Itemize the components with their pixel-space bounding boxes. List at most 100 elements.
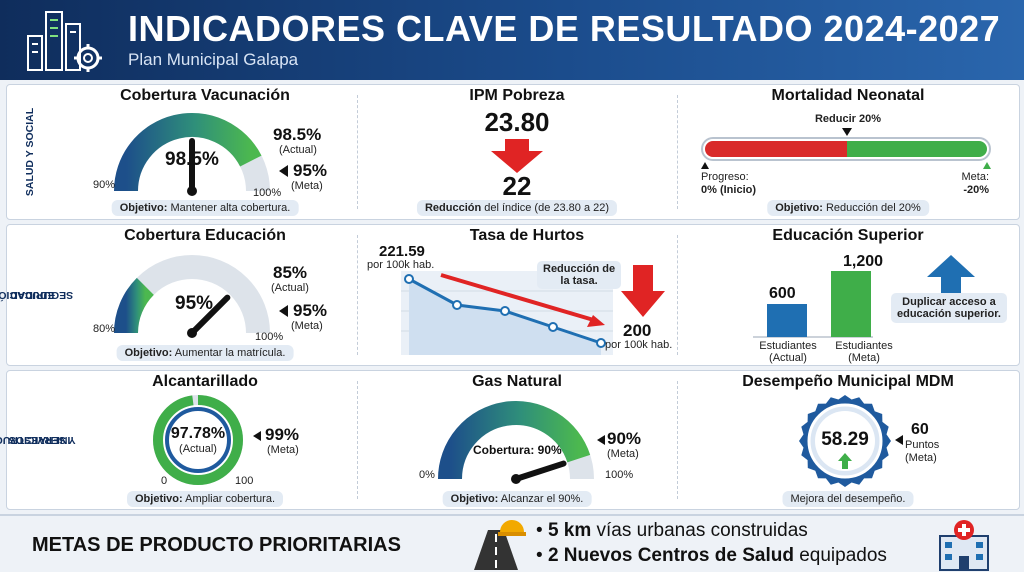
gauge-max-label: 100% [253,187,282,199]
page-subtitle: Plan Municipal Galapa [128,50,299,69]
meta-value: 90% [607,429,642,448]
objective-pill: Objetivo: Reducción del 20% [767,200,929,216]
start-arrow-icon [701,162,709,169]
meta-value: 99% [265,425,300,444]
data-point [404,274,414,284]
panel-title: Gas Natural [472,373,562,390]
objective-pill: Objetivo: Ampliar cobertura. [127,491,283,507]
objective-pill: Objetivo: Aumentar la matrícula. [116,345,294,361]
meta-label: (Meta) [291,180,323,192]
data-point [548,322,558,332]
marker-label: Reducir 20% [814,113,882,125]
pointer-icon [895,435,903,445]
superior-bar-chart [753,271,873,338]
panel-gas-natural: Gas Natural Cobertura: 90% 0% 100% 90% (… [361,371,673,509]
ring-center-label: (Actual) [179,443,217,455]
meta-label: (Meta) [267,444,299,456]
up-arrow-icon [838,453,852,469]
panel-tasa-hurtos: Tasa de Hurtos 221.59 por 100k hab. Redu… [361,225,673,365]
gauge-min-label: 90% [93,179,116,191]
gauge-center-label: Cobertura: 90% [473,443,562,457]
bar-actual-label: Estudiantes (Actual) [759,340,817,364]
header-banner: INDICADORES CLAVE DE RESULTADO 2024-2027… [0,0,1024,80]
panel-cobertura-educacion: Cobertura Educación 95% 80% 100% 85% (Ac… [57,225,353,365]
meta-item-vias: • 5 km vías urbanas construidas [536,520,808,541]
section-label-salud: SALUD Y SOCIAL [24,107,37,197]
actual-label: (Actual) [279,144,317,156]
up-arrow-icon [927,255,975,293]
progress-bar [701,137,991,161]
start-value: 221.59 [379,243,425,260]
data-point [452,300,462,310]
gauge-min-label: 0% [419,469,435,481]
gauge-educacion [114,255,270,338]
meta-item-centros-salud: • 2 Nuevos Centros de Salud equipados [536,545,887,566]
meta-label: Meta: [961,171,989,183]
start-unit: por 100k hab. [367,259,435,271]
progress-fill-green [847,141,987,157]
bottom-banner: METAS DE PRODUCTO PRIORITARIAS • 5 km ví… [0,514,1024,572]
pointer-icon [253,431,261,441]
pointer-icon [279,165,288,177]
down-arrow-icon [491,139,543,173]
pointer-icon [279,305,288,317]
callout-pill: Reducción de la tasa. [537,261,622,289]
panel-title: Mortalidad Neonatal [771,87,925,104]
panel-desempeno-municipal: Desempeño Municipal MDM 58.29 60 Puntos … [683,371,1013,509]
marker-arrow-icon [842,128,852,136]
note-pill: Reducción del índice (de 23.80 a 22) [416,200,618,216]
bar-meta-label: Estudiantes (Meta) [835,340,893,364]
note-pill: Mejora del desempeño. [782,491,914,507]
road-construction-icon [474,520,526,570]
bar-actual-value: 600 [769,285,796,302]
panel-mortalidad-neonatal: Mortalidad Neonatal Reducir 20% Progreso… [683,85,1013,219]
hospital-icon [939,520,989,571]
meta-label: (Meta) [291,320,323,332]
callout-pill: Duplicar acceso a educación superior. [891,293,1007,323]
gauge-max-label: 100% [255,331,284,343]
actual-label: (Actual) [271,282,309,294]
pointer-icon [597,435,605,445]
bar-actual [767,304,807,337]
pobreza-to-value: 22 [502,171,532,201]
objective-pill: Objetivo: Mantener alta cobertura. [111,200,299,216]
meta-value: 95% [293,161,328,180]
meta-value: 95% [293,301,328,320]
panel-title: Alcantarillado [152,373,258,390]
gauge-min-label: 80% [93,323,116,335]
meta-unit: Puntos [905,439,940,451]
panel-cobertura-vacunacion: Cobertura Vacunación 98.5% 90% 100% 98.5… [57,85,353,219]
meta-value: 60 [911,421,929,438]
gauge-vacunacion [114,113,270,196]
alcantarillado-ring [153,395,243,485]
gauge-max-label: 100% [605,469,634,481]
data-point [596,338,606,348]
mdm-badge [799,395,891,487]
ring-center-value: 97.78% [170,425,226,442]
section-label-educacion: EDUCACIÓN YSEGURIDAD [0,289,74,301]
banner-title: METAS DE PRODUCTO PRIORITARIAS [32,534,401,556]
gauge-center-value: 98.5% [165,149,219,170]
meta-label: (Meta) [607,448,639,460]
panel-educacion-superior: Educación Superior 600 1,200 Estudiantes… [683,225,1013,365]
panel-title: Tasa de Hurtos [469,227,585,244]
ring-max-label: 100 [235,475,254,487]
section-label-infraestructura: INFRAESTRUCTURAY SERVICIOS [0,434,76,446]
panel-alcantarillado: Alcantarillado 97.78% (Actual) 0 100 99%… [57,371,353,509]
panel-title: Educación Superior [772,227,924,244]
section-infraestructura: INFRAESTRUCTURAY SERVICIOS Alcantarillad… [0,370,1020,510]
panel-title: IPM Pobreza [469,87,565,104]
city-gear-icon [27,11,102,72]
meta-label: (Meta) [905,452,937,464]
objective-pill: Objetivo: Alcanzar el 90%. [442,491,592,507]
actual-value: 85% [273,263,308,282]
panel-title: Cobertura Educación [124,227,286,244]
ring-min-label: 0 [161,475,168,487]
pobreza-from-value: 23.80 [484,107,550,137]
data-point [500,306,510,316]
end-value: 200 [623,321,652,340]
end-unit: por 100k hab. [605,339,673,351]
gauge-gas [438,401,594,484]
end-arrow-icon [983,162,991,169]
mdm-value: 58.29 [821,429,869,450]
